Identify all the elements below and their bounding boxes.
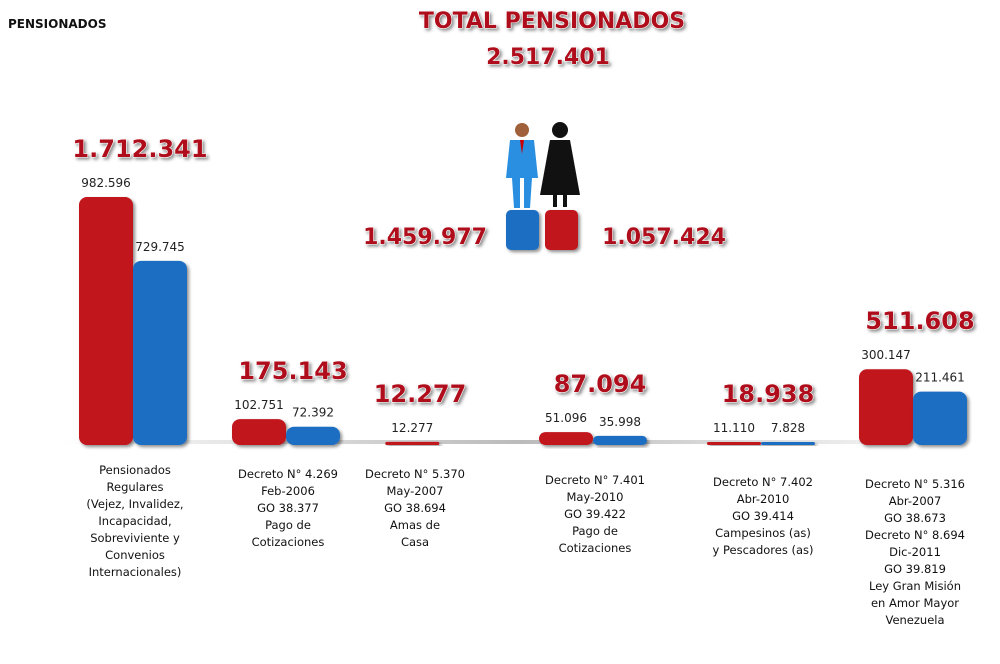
male-box [506,210,539,250]
floor [60,440,980,444]
bar [761,442,815,445]
value-label: 35.998 [599,415,641,429]
category-label: Pensionados Regulares (Vejez, Invalidez,… [86,463,184,579]
bar [133,260,187,445]
category-label: Decreto N° 5.370 May-2007 GO 38.694 Amas… [365,467,465,549]
corner-label: PENSIONADOS [8,17,106,31]
bar [913,391,967,445]
woman-icon [540,122,580,207]
bar [385,441,440,445]
bar [79,197,133,445]
bar [859,369,913,445]
value-label: 982.596 [81,176,131,190]
bar [286,426,340,445]
group-total: 18.938 [722,380,815,408]
value-label: 12.277 [391,421,433,435]
man-icon [506,123,538,208]
bar [593,435,647,445]
female-box [545,210,578,250]
title: TOTAL PENSIONADOS [419,9,685,34]
category-label: Decreto N° 7.401 May-2010 GO 39.422 Pago… [545,473,645,555]
value-label: 72.392 [292,406,334,420]
value-label: 11.110 [713,421,755,435]
value-label: 300.147 [861,348,911,362]
value-label: 211.461 [915,371,965,385]
group-total: 511.608 [865,307,974,335]
category-label: Decreto N° 7.402 Abr-2010 GO 39.414 Camp… [712,475,814,557]
value-label: 51.096 [545,411,587,425]
group-total: 12.277 [374,380,467,408]
bar [707,442,761,445]
category-label: Decreto N° 4.269 Feb-2006 GO 38.377 Pago… [238,467,338,549]
value-label: 729.745 [135,240,185,254]
value-label: 102.751 [234,398,284,412]
category-label: Decreto N° 5.316 Abr-2007 GO 38.673 Decr… [865,477,965,627]
bar [539,432,593,445]
value-label: 7.828 [771,421,805,435]
subtitle: 2.517.401 [486,45,610,70]
group-total: 1.712.341 [72,135,207,163]
bar [232,419,286,445]
group-total: 175.143 [238,357,347,385]
summary-label: 1.459.977 [363,225,487,250]
group-total: 87.094 [554,370,647,398]
summary-label: 1.057.424 [602,225,726,250]
